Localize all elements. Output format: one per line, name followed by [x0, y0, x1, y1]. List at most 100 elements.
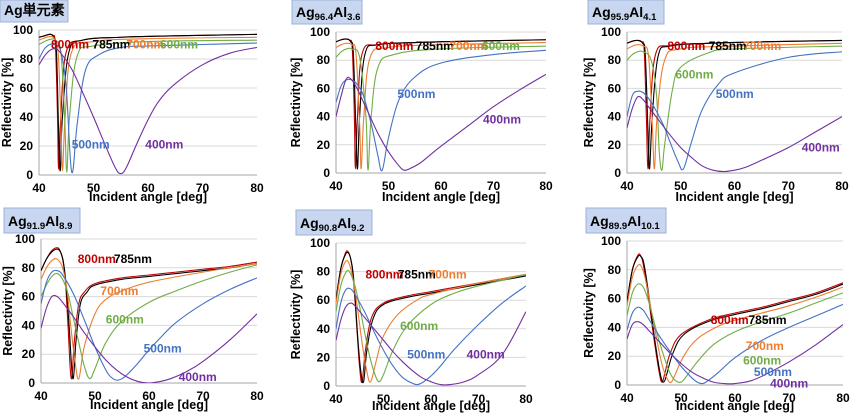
chart-panel-4: Ag91.9Al8.9 0 20 40 60 80 100 40 50 60 70 80 Inciden…: [1, 207, 264, 412]
x-tick-label: 60: [142, 389, 156, 403]
series-line-500nm: [336, 49, 546, 172]
series-line-785nm: [336, 38, 546, 170]
series-label-400nm: 400nm: [179, 370, 217, 384]
series-line-600nm: [336, 45, 546, 171]
y-axis-title: Reflectivity [%]: [289, 270, 303, 360]
x-tick-label: 40: [329, 179, 343, 193]
series-label-785nm: 785nm: [749, 313, 787, 327]
x-tick-label: 80: [519, 392, 533, 406]
series-line-600nm: [41, 264, 257, 380]
x-tick-label: 70: [196, 181, 210, 195]
y-tick-label: 40: [608, 110, 622, 124]
x-axis-title: Incident angle [deg]: [382, 190, 500, 204]
series-line-500nm: [627, 303, 843, 385]
y-tick-label: 20: [608, 349, 622, 363]
x-tick-label: 50: [382, 179, 396, 193]
y-tick-label: 60: [22, 290, 36, 304]
y-tick-label: 0: [614, 166, 621, 180]
x-tick-label: 50: [674, 179, 688, 193]
series-line-700nm: [627, 263, 843, 384]
series-line-700nm: [41, 258, 257, 380]
series-label-500nm: 500nm: [144, 341, 182, 355]
chart-title: Ag単元素: [4, 2, 65, 18]
y-axis-title: Reflectivity [%]: [289, 58, 303, 148]
y-tick-label: 40: [20, 110, 34, 124]
x-axis-title: Incident angle [deg]: [90, 398, 208, 412]
series-label-500nm: 500nm: [754, 365, 792, 379]
series-line-700nm: [336, 259, 526, 383]
series-label-600nm: 600nm: [160, 38, 198, 52]
series-label-500nm: 500nm: [397, 87, 435, 101]
y-tick-label: 20: [317, 138, 331, 152]
series-label-700nm: 700nm: [746, 339, 784, 353]
y-tick-label: 80: [22, 261, 36, 275]
chart-panel-5: Ag90.8Al9.2 0 20 40 60 80 100 40 50 60 70 80 Inciden…: [289, 209, 533, 413]
y-tick-label: 80: [608, 53, 622, 67]
chart-title-badge: [291, 0, 363, 25]
y-tick-label: 0: [28, 376, 35, 390]
series-line-600nm: [336, 269, 526, 383]
y-tick-label: 80: [20, 52, 34, 66]
y-tick-label: 100: [13, 23, 33, 37]
y-tick-label: 60: [608, 292, 622, 306]
series-label-785nm: 785nm: [92, 38, 130, 52]
y-tick-label: 100: [310, 25, 330, 39]
chart-panel-3: Ag95.9Al4.1 0 20 40 60 80 100 40 50 60 70 80 Inciden…: [582, 0, 849, 204]
series-line-500nm: [336, 285, 526, 386]
x-tick-label: 50: [88, 389, 102, 403]
y-tick-label: 60: [317, 81, 331, 95]
x-tick-label: 40: [34, 389, 48, 403]
chart-title-badge: [0, 0, 69, 23]
chart-title: Ag95.9Al4.1: [592, 4, 657, 23]
x-tick-label: 70: [782, 179, 796, 193]
series-label-700nm: 700nm: [126, 38, 164, 52]
series-line-600nm: [627, 283, 843, 383]
y-tick-label: 0: [614, 378, 621, 392]
y-tick-label: 100: [310, 236, 330, 250]
series-label-600nm: 600nm: [400, 319, 438, 333]
x-tick-label: 80: [250, 389, 264, 403]
x-tick-label: 40: [620, 179, 634, 193]
series-label-800nm: 800nm: [375, 39, 413, 53]
series-label-600nm: 600nm: [743, 354, 781, 368]
x-tick-label: 60: [141, 181, 155, 195]
y-tick-label: 100: [15, 232, 35, 246]
x-tick-label: 80: [835, 179, 849, 193]
series-line-600nm: [39, 38, 257, 173]
chart-title: Ag89.9Al10.1: [590, 213, 660, 232]
series-label-700nm: 700nm: [743, 39, 781, 53]
series-label-600nm: 600nm: [482, 39, 520, 53]
chart-title-badge: [585, 207, 667, 234]
series-label-800nm: 800nm: [711, 313, 749, 327]
series-label-785nm: 785nm: [398, 267, 436, 281]
y-tick-label: 20: [317, 350, 331, 364]
x-tick-label: 70: [487, 179, 501, 193]
x-tick-label: 80: [250, 181, 264, 195]
series-line-800nm: [41, 247, 257, 380]
y-tick-label: 40: [608, 320, 622, 334]
y-tick-label: 80: [317, 265, 331, 279]
series-label-800nm: 800nm: [667, 39, 705, 53]
x-tick-label: 80: [836, 391, 850, 405]
chart-title-badge: [295, 209, 373, 236]
x-axis-title: Incident angle [deg]: [675, 190, 793, 204]
y-tick-label: 20: [22, 347, 36, 361]
x-tick-label: 40: [32, 181, 46, 195]
series-label-400nm: 400nm: [145, 138, 183, 152]
series-line-400nm: [627, 95, 842, 173]
x-tick-label: 70: [472, 392, 486, 406]
chart-title: Ag91.9Al8.9: [8, 213, 72, 232]
y-tick-label: 20: [20, 139, 34, 153]
chart-panel-2: Ag96.4Al3.6 0 20 40 60 80 100 40 50 60 70 80 Inciden…: [289, 0, 553, 204]
x-axis-title: Incident angle [deg]: [372, 399, 490, 413]
series-line-785nm: [39, 33, 257, 172]
series-label-700nm: 700nm: [100, 284, 138, 298]
series-line-785nm: [41, 248, 257, 380]
series-line-500nm: [41, 269, 257, 381]
y-tick-label: 0: [26, 168, 33, 182]
series-line-500nm: [627, 51, 842, 171]
x-tick-label: 70: [196, 389, 210, 403]
y-tick-label: 100: [601, 234, 621, 248]
y-tick-label: 20: [608, 138, 622, 152]
